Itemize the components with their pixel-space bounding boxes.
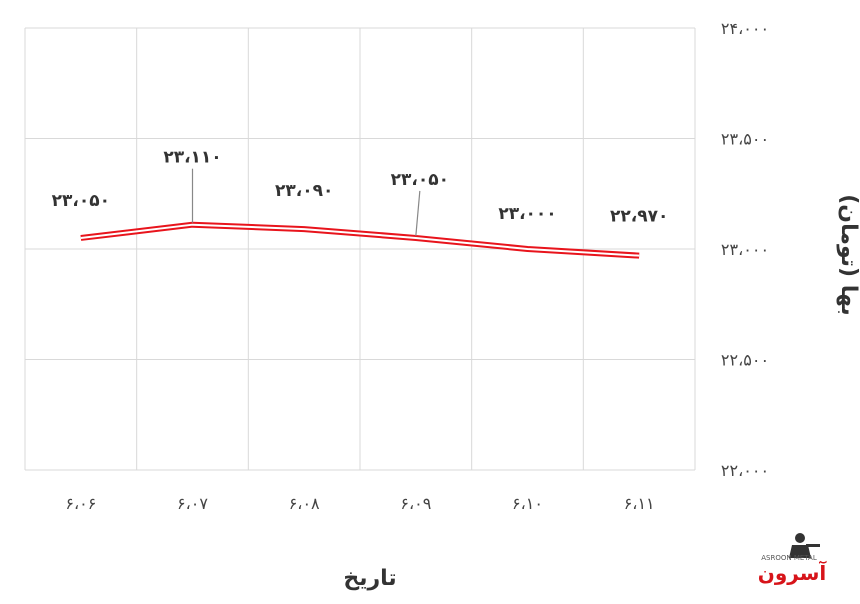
data-label: ۲۳،۰۹۰ (275, 181, 333, 201)
y-tick-label: ۲۳،۵۰۰ (721, 130, 769, 149)
brand-logo: ASROON METAL آسرون (758, 533, 828, 585)
x-tick-label: ۶،۱۱ (624, 494, 655, 513)
label-leader-lines (191, 168, 421, 237)
x-axis-ticks: ۶،۰۶ ۶،۰۷ ۶،۰۸ ۶،۰۹ ۶،۱۰ ۶،۱۱ (65, 494, 654, 513)
y-tick-label: ۲۲،۵۰۰ (721, 351, 769, 370)
price-series (80, 221, 640, 259)
gridlines (24, 27, 696, 471)
x-axis-title: تاریخ (343, 566, 396, 591)
leader-line (415, 190, 421, 237)
series-line-inner (80, 223, 640, 257)
x-tick-label: ۶،۱۰ (512, 494, 543, 513)
logo-subtext: ASROON METAL (761, 554, 817, 562)
y-axis-title: بها (تومان) (836, 194, 860, 316)
data-labels: ۲۳،۰۵۰ ۲۳،۱۱۰ ۲۳،۰۹۰ ۲۳،۰۵۰ ۲۳،۰۰۰ ۲۲،۹۷۰ (52, 148, 669, 227)
data-label: ۲۲،۹۷۰ (610, 207, 668, 227)
x-tick-label: ۶،۰۷ (177, 494, 208, 513)
x-tick-label: ۶،۰۶ (65, 494, 96, 513)
worker-icon (789, 533, 820, 558)
y-tick-label: ۲۳،۰۰۰ (721, 240, 769, 259)
data-label: ۲۳،۰۵۰ (52, 191, 110, 211)
x-tick-label: ۶،۰۸ (289, 494, 320, 513)
data-label: ۲۳،۰۰۰ (498, 204, 556, 224)
logo-text: آسرون (758, 560, 828, 585)
data-label: ۲۳،۱۱۰ (163, 148, 221, 168)
data-label: ۲۳،۰۵۰ (391, 170, 449, 190)
x-tick-label: ۶،۰۹ (400, 494, 431, 513)
y-axis-ticks: ۲۲،۰۰۰ ۲۲،۵۰۰ ۲۳،۰۰۰ ۲۳،۵۰۰ ۲۴،۰۰۰ (721, 19, 769, 480)
y-tick-label: ۲۲،۰۰۰ (721, 461, 769, 480)
y-tick-label: ۲۴،۰۰۰ (721, 19, 769, 38)
